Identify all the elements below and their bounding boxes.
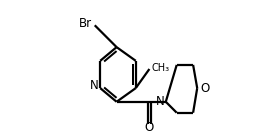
Text: Br: Br <box>79 17 92 30</box>
Text: O: O <box>200 82 209 95</box>
Text: CH₃: CH₃ <box>151 63 169 73</box>
Text: N: N <box>90 79 99 92</box>
Text: N: N <box>156 95 165 108</box>
Text: O: O <box>145 121 154 134</box>
